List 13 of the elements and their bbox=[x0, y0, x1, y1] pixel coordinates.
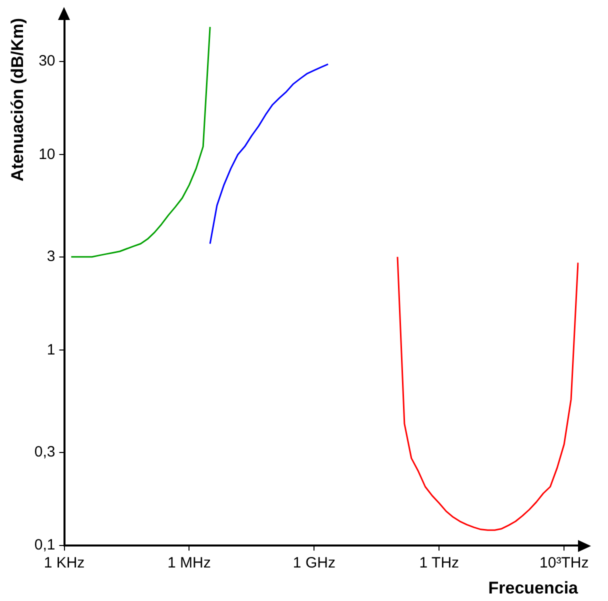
x-tick-label: 1 THz bbox=[419, 554, 460, 572]
y-axis-title: Atenuación (dB/Km) bbox=[8, 18, 27, 182]
y-tick-label: 0,1 bbox=[34, 536, 56, 554]
x-axis-title: Frecuencia bbox=[488, 578, 579, 598]
x-tick-label: 1 GHz bbox=[292, 554, 336, 572]
y-tick-label: 0,3 bbox=[34, 443, 56, 460]
x-tick-label: 1 KHz bbox=[44, 554, 85, 572]
y-tick-label: 10 bbox=[38, 146, 56, 163]
y-tick-label: 30 bbox=[38, 52, 56, 70]
y-tick-label: 1 bbox=[46, 341, 56, 358]
x-tick-label: 10³THz bbox=[540, 554, 589, 572]
y-tick-label: 3 bbox=[46, 248, 56, 265]
x-tick-label: 1 MHz bbox=[168, 554, 211, 572]
